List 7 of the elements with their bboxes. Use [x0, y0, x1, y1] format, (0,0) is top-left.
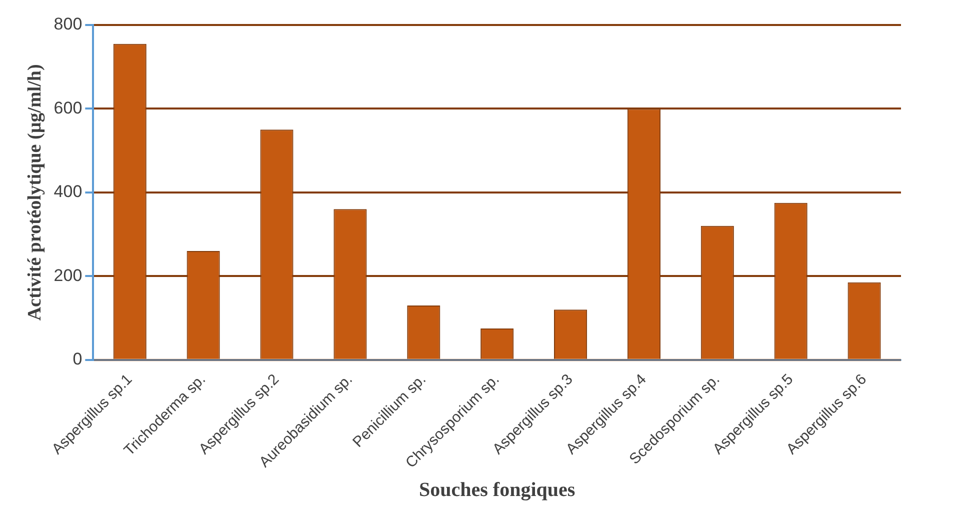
- y-tick-label: 0: [72, 350, 82, 369]
- x-axis-title: Souches fongiques: [419, 479, 576, 502]
- y-tick-label: 600: [54, 98, 82, 118]
- y-tick-label: 200: [54, 266, 82, 285]
- y-tick-label: 800: [54, 14, 82, 34]
- y-tick-label: 400: [54, 182, 82, 202]
- y-axis-title: Activité protéolytique (µg/ml/h): [24, 64, 46, 321]
